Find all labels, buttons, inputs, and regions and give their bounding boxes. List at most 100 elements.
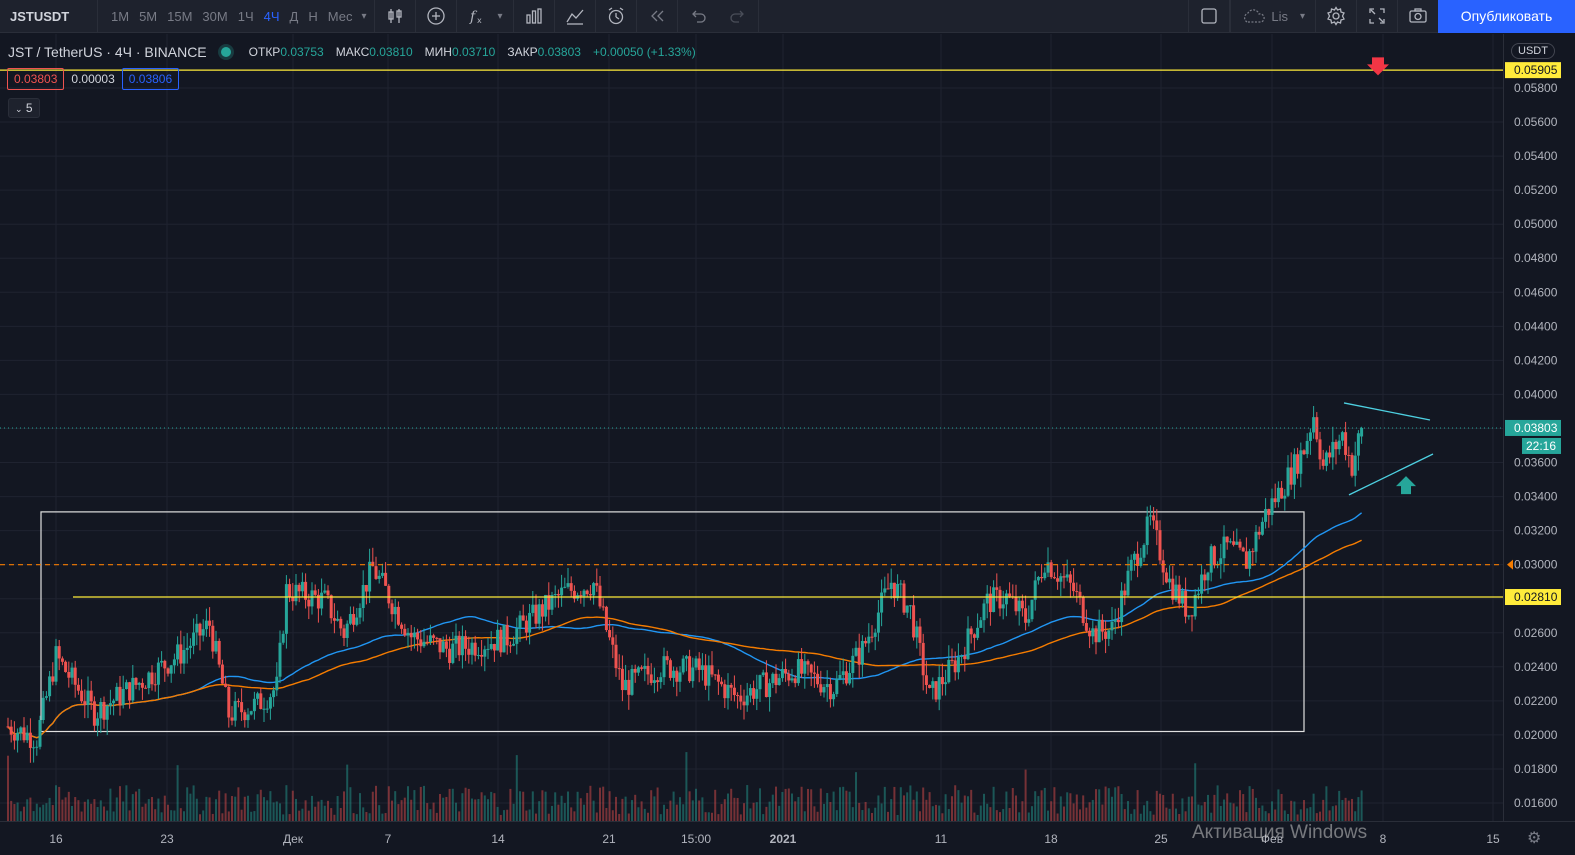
candle xyxy=(12,721,16,750)
volume-bar xyxy=(455,802,457,821)
redo-button[interactable] xyxy=(718,0,759,33)
volume-bar xyxy=(1197,804,1200,821)
candle-body xyxy=(508,645,512,647)
axis-settings-icon[interactable]: ⚙ xyxy=(1527,830,1542,847)
candle-body xyxy=(131,677,135,701)
candle xyxy=(60,656,64,666)
candle-body xyxy=(473,642,477,656)
candle-body xyxy=(57,646,61,659)
volume-bar xyxy=(554,792,557,821)
volume-bar xyxy=(1306,808,1309,821)
candle-body xyxy=(560,587,564,596)
chart-type-button[interactable] xyxy=(375,0,417,33)
publish-button[interactable]: Опубликовать xyxy=(1438,0,1575,33)
volume-bar xyxy=(1309,807,1312,821)
volume-bar xyxy=(640,801,643,821)
interval-1h[interactable]: 1Ч xyxy=(237,8,254,24)
interval-week[interactable]: Н xyxy=(308,8,318,24)
candle-body xyxy=(659,677,663,683)
volume-bar xyxy=(339,808,342,821)
candle-body xyxy=(588,594,592,596)
candle xyxy=(1360,426,1364,444)
candle-body xyxy=(793,678,797,684)
candle-body xyxy=(643,665,647,669)
volume-bar xyxy=(1008,808,1011,821)
candle-body xyxy=(969,628,973,635)
price-axis[interactable] xyxy=(1503,34,1575,821)
settings-button[interactable] xyxy=(1316,0,1357,33)
candle-body xyxy=(1270,498,1274,515)
volume-bar xyxy=(925,799,928,821)
close-value: 0.03803 xyxy=(537,45,581,59)
candle xyxy=(300,572,304,597)
candle-body xyxy=(848,673,852,684)
candle-body xyxy=(268,697,272,709)
candle-body xyxy=(729,684,733,688)
candle-body xyxy=(454,635,458,644)
candle xyxy=(374,556,378,580)
volume-bar xyxy=(579,798,582,821)
volume-bar xyxy=(451,788,454,821)
templates-button[interactable] xyxy=(555,0,596,33)
candle xyxy=(969,626,973,644)
candle-body xyxy=(924,675,928,685)
candle xyxy=(1132,551,1136,571)
interval-30m[interactable]: 30M xyxy=(202,8,228,24)
volume-bar xyxy=(323,805,326,821)
interval-5m[interactable]: 5M xyxy=(139,8,158,24)
indicators-toggle[interactable]: ⌄ 5 xyxy=(8,98,40,118)
interval-1m[interactable]: 1M xyxy=(111,8,130,24)
series-title[interactable]: JST / TetherUS · 4Ч · BINANCE xyxy=(8,44,207,60)
volume-bar xyxy=(698,800,701,821)
candle xyxy=(1100,614,1104,641)
chevron-down-icon[interactable]: ▾ xyxy=(497,10,503,22)
compare-button[interactable] xyxy=(416,0,458,33)
candle-body xyxy=(457,635,461,656)
volume-bar xyxy=(1283,810,1286,821)
candle xyxy=(1289,452,1293,490)
sell-button[interactable]: 0.03803 xyxy=(7,68,65,90)
candle-body xyxy=(521,615,525,621)
buy-button[interactable]: 0.03806 xyxy=(121,68,180,90)
candle xyxy=(595,568,599,592)
symbol-search[interactable]: JSTUSDT xyxy=(0,0,98,33)
candle xyxy=(848,662,852,686)
candle xyxy=(982,599,986,633)
candle-body xyxy=(144,687,148,689)
interval-15m[interactable]: 15M xyxy=(167,8,193,24)
interval-day[interactable]: Д xyxy=(289,8,299,24)
candle xyxy=(1030,599,1034,622)
interval-4h[interactable]: 4Ч xyxy=(263,8,280,24)
candle xyxy=(803,653,807,689)
replay-button[interactable] xyxy=(637,0,678,33)
volume-bar xyxy=(515,755,518,821)
candle xyxy=(614,634,618,677)
volume-bar xyxy=(243,796,246,821)
candle xyxy=(1324,450,1328,472)
candle xyxy=(1110,607,1114,640)
candle-body xyxy=(905,605,909,613)
candle-body xyxy=(390,603,394,615)
candle-body xyxy=(412,632,416,638)
layout-button[interactable] xyxy=(1188,0,1231,33)
layout-name-selector[interactable]: Lis ▾ xyxy=(1230,0,1316,33)
price-chart[interactable] xyxy=(0,34,1503,821)
candle-body xyxy=(931,681,935,688)
candle-body xyxy=(1200,574,1204,594)
financials-button[interactable] xyxy=(514,0,555,33)
alert-button[interactable] xyxy=(596,0,637,33)
interval-month[interactable]: Мес xyxy=(327,8,353,24)
candle xyxy=(764,660,768,698)
currency-label[interactable]: USDT xyxy=(1511,43,1555,59)
fullscreen-button[interactable] xyxy=(1357,0,1398,33)
candle xyxy=(1004,589,1008,617)
time-axis[interactable] xyxy=(0,821,1575,855)
snapshot-button[interactable] xyxy=(1398,0,1438,33)
candle xyxy=(953,651,957,681)
chevron-down-icon[interactable]: ▾ xyxy=(361,10,367,22)
candle-body xyxy=(1052,577,1056,579)
candle-body xyxy=(620,668,624,691)
volume-bar xyxy=(563,803,566,821)
undo-button[interactable] xyxy=(678,0,718,33)
